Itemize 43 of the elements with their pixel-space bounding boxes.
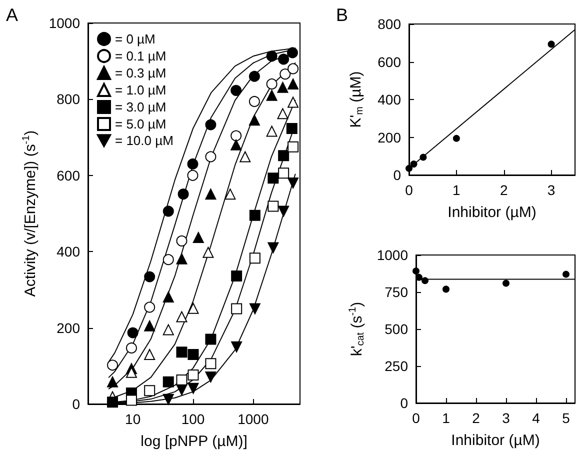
y-tick-label: 400 — [378, 92, 402, 108]
x-axis-title: log [pNPP (µM)] — [140, 433, 248, 450]
x-tick-label: 5 — [562, 410, 570, 426]
y-tick-label: 250 — [384, 358, 408, 374]
x-tick-label: 3 — [547, 182, 556, 198]
y-tick-label: 750 — [384, 284, 408, 300]
y-tick-label: 800 — [378, 16, 402, 32]
x-tick-label: 4 — [532, 410, 540, 426]
y-tick-label: 0 — [400, 395, 408, 411]
x-tick-label: 1 — [442, 410, 450, 426]
legend-label: = 1.0 µM — [115, 82, 166, 98]
y-tick-label: 600 — [56, 167, 80, 184]
legend-label: = 10.0 µM — [115, 133, 174, 148]
y-tick-label: 200 — [56, 320, 80, 336]
legend-label: = 0.3 µM — [115, 66, 166, 80]
y-tick-label: 200 — [378, 129, 402, 146]
y-tick-label: 500 — [384, 321, 408, 337]
y-tick-label: 0 — [393, 167, 402, 183]
y-axis-title: Activity (v/[Enzyme]) (s-1) — [20, 130, 39, 297]
x-axis-title: Inhibitor (µM) — [451, 432, 540, 449]
legend-label: = 0 µM — [115, 32, 156, 46]
y-tick-label: 600 — [378, 54, 402, 70]
x-tick-label: 100 — [181, 411, 205, 427]
x-tick-label: 0 — [412, 410, 420, 426]
x-tick-label: 2 — [472, 410, 480, 426]
y-tick-label: 400 — [56, 244, 80, 260]
x-tick-label: 1 — [452, 182, 461, 198]
y-tick-label: 1000 — [376, 247, 408, 263]
legend-label: = 3.0 µM — [115, 100, 166, 114]
y-tick-label: 800 — [56, 91, 80, 108]
x-tick-label: 2 — [500, 182, 508, 198]
y-axis-title: k'cat (s-1) — [347, 302, 366, 356]
legend-label: = 0.1 µM — [115, 48, 166, 64]
x-tick-label: 1000 — [238, 411, 269, 427]
y-tick-label: 0 — [72, 396, 80, 412]
text: A — [6, 5, 18, 25]
x-tick-label: 3 — [502, 410, 510, 426]
text: B — [336, 5, 348, 25]
x-axis-title: Inhibitor (µM) — [448, 204, 536, 221]
x-tick-label: 10 — [125, 411, 141, 427]
y-axis-title: K'm (µM) — [348, 71, 366, 128]
legend-label: = 5.0 µM — [115, 116, 166, 132]
y-tick-label: 1000 — [48, 15, 80, 31]
